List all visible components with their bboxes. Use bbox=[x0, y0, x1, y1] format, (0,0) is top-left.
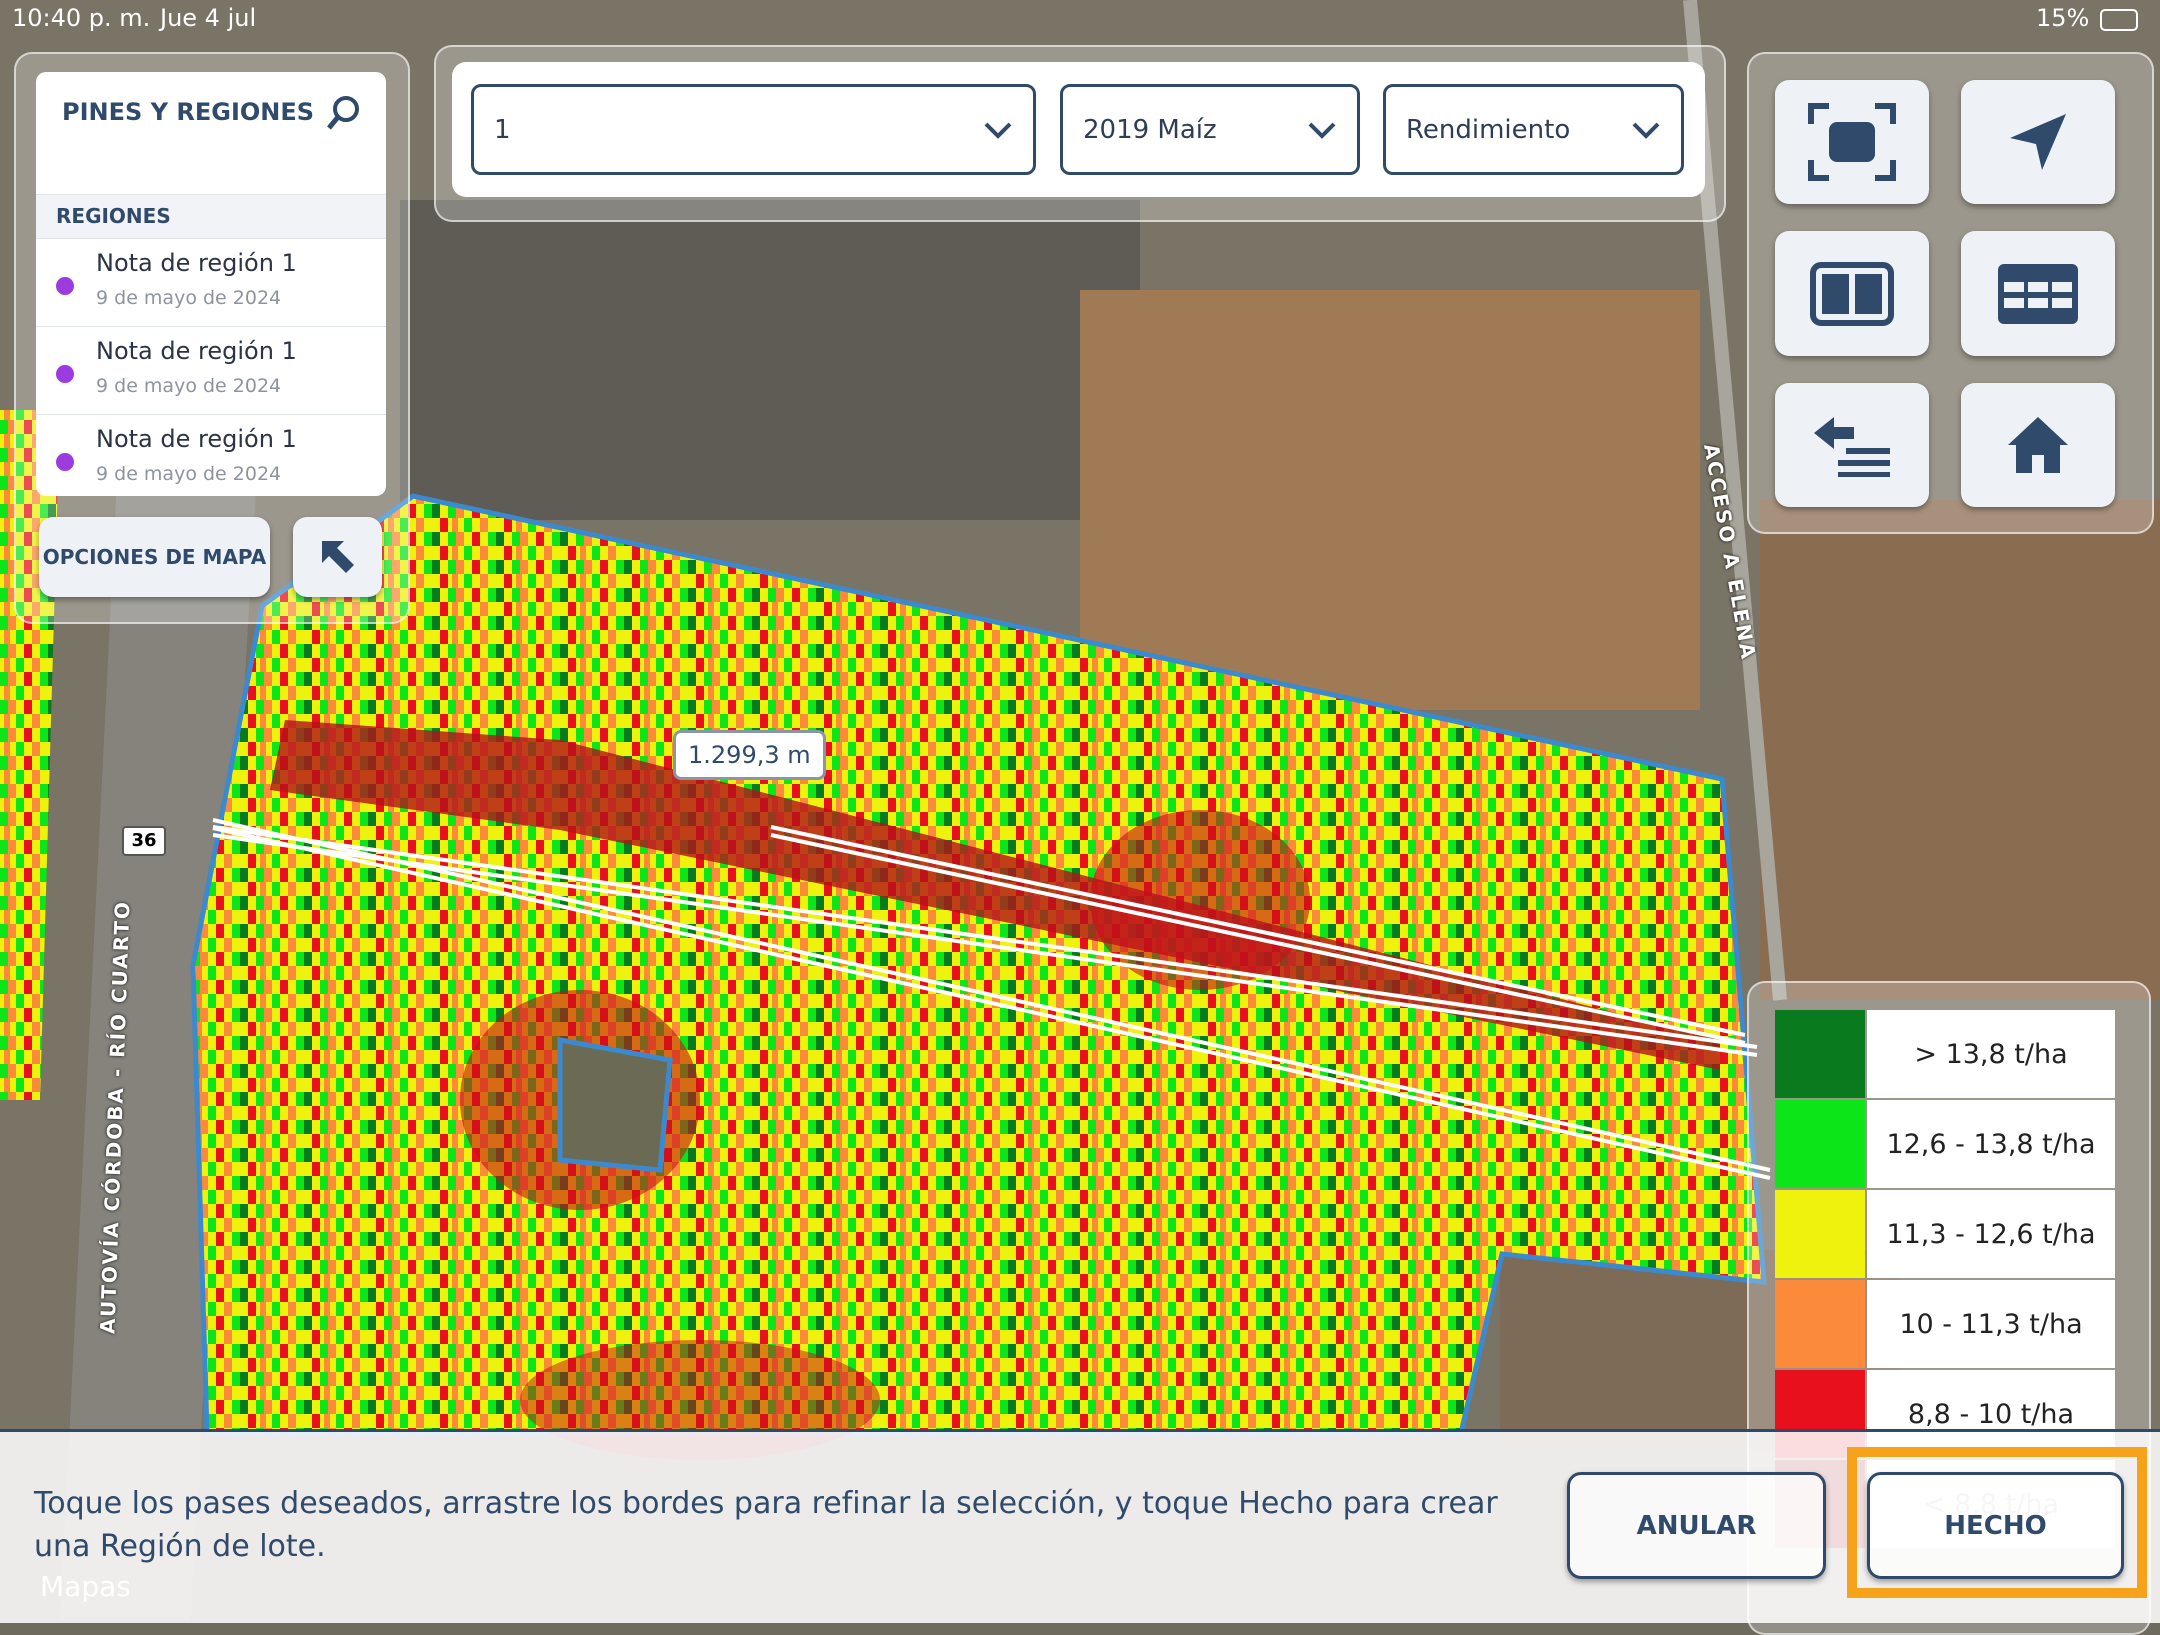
legend-label: 12,6 - 13,8 t/ha bbox=[1867, 1100, 2115, 1188]
item-title: Nota de región 1 bbox=[96, 337, 297, 365]
attribution: Mapas bbox=[40, 1570, 131, 1603]
legend-row: > 13,8 t/ha bbox=[1775, 1010, 2115, 1098]
region-item[interactable]: Nota de región 1 9 de mayo de 2024 bbox=[36, 326, 386, 415]
dot bbox=[56, 453, 74, 471]
region-item[interactable]: Nota de región 1 9 de mayo de 2024 bbox=[36, 238, 386, 327]
instruction-text: Toque los pases deseados, arrastre los b… bbox=[34, 1486, 1498, 1564]
item-title: Nota de región 1 bbox=[96, 249, 297, 277]
cancel-button[interactable]: ANULAR bbox=[1567, 1472, 1826, 1579]
legend-swatch bbox=[1775, 1010, 1865, 1098]
arrow-icon bbox=[321, 541, 354, 573]
distance-label: 1.299,3 m bbox=[673, 730, 826, 780]
item-date: 9 de mayo de 2024 bbox=[96, 463, 282, 485]
fit-button[interactable] bbox=[1775, 80, 1929, 204]
dot bbox=[56, 365, 74, 383]
done-button[interactable]: HECHO bbox=[1867, 1472, 2124, 1579]
dropdown-value: Rendimiento bbox=[1406, 114, 1571, 145]
route-shield: 36 bbox=[122, 826, 166, 856]
locate-icon bbox=[2010, 114, 2066, 170]
dot bbox=[56, 277, 74, 295]
dropdown-value: 2019 Maíz bbox=[1083, 114, 1217, 145]
legend-label: > 13,8 t/ha bbox=[1867, 1010, 2115, 1098]
legend-label: 11,3 - 12,6 t/ha bbox=[1867, 1190, 2115, 1278]
legend-swatch bbox=[1775, 1100, 1865, 1188]
search-icon[interactable] bbox=[326, 94, 364, 132]
item-title: Nota de región 1 bbox=[96, 425, 297, 453]
locate-button[interactable] bbox=[1961, 80, 2115, 204]
legend-label: 10 - 11,3 t/ha bbox=[1867, 1280, 2115, 1368]
pins-card: PINES Y REGIONES REGIONES Nota de región… bbox=[36, 72, 386, 496]
split-icon bbox=[1810, 261, 1894, 326]
fit-icon bbox=[1808, 103, 1896, 181]
table-button[interactable] bbox=[1961, 231, 2115, 356]
split-button[interactable] bbox=[1775, 231, 1929, 356]
section-header bbox=[36, 194, 386, 239]
section-title: REGIONES bbox=[56, 204, 171, 228]
dropdown[interactable]: 1 bbox=[471, 84, 1036, 175]
highlight-frame bbox=[1847, 1447, 2147, 1598]
legend-swatch bbox=[1775, 1190, 1865, 1278]
legend-swatch bbox=[1775, 1280, 1865, 1368]
legend-row: 10 - 11,3 t/ha bbox=[1775, 1280, 2115, 1368]
legend-row: 12,6 - 13,8 t/ha bbox=[1775, 1100, 2115, 1188]
chevron bbox=[1632, 122, 1660, 139]
chevron bbox=[984, 122, 1012, 139]
dropdown[interactable]: Rendimiento bbox=[1383, 84, 1684, 175]
dropdown[interactable]: 2019 Maíz bbox=[1060, 84, 1360, 175]
item-date: 9 de mayo de 2024 bbox=[96, 375, 282, 397]
status-time: 10:40 p. m. bbox=[12, 4, 151, 32]
region-item[interactable]: Nota de región 1 9 de mayo de 2024 bbox=[36, 414, 386, 496]
home-button[interactable] bbox=[1961, 383, 2115, 507]
table-icon bbox=[1998, 263, 2078, 324]
collapse-button[interactable] bbox=[293, 517, 382, 597]
layers-button[interactable] bbox=[1775, 383, 1929, 507]
item-date: 9 de mayo de 2024 bbox=[96, 287, 282, 309]
battery-icon bbox=[2100, 9, 2138, 31]
battery: 15% bbox=[2036, 4, 2090, 32]
dropdown-value: 1 bbox=[494, 114, 511, 145]
home-icon bbox=[2008, 417, 2068, 473]
status-date: Jue 4 jul bbox=[160, 4, 257, 32]
layers-icon bbox=[1814, 417, 1890, 477]
chevron bbox=[1308, 122, 1336, 139]
panel-title: PINES Y REGIONES bbox=[62, 98, 315, 126]
map-options-button[interactable]: OPCIONES DE MAPA bbox=[39, 517, 270, 597]
legend-row: 11,3 - 12,6 t/ha bbox=[1775, 1190, 2115, 1278]
